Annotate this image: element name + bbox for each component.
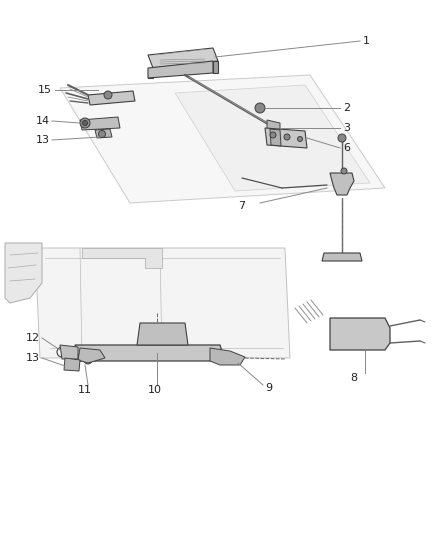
Text: 1: 1 — [363, 36, 370, 46]
Polygon shape — [137, 323, 188, 345]
Circle shape — [339, 327, 351, 339]
Circle shape — [82, 120, 88, 125]
Polygon shape — [148, 68, 153, 78]
Polygon shape — [88, 91, 135, 105]
Text: 11: 11 — [78, 385, 92, 395]
Text: 15: 15 — [38, 85, 52, 95]
Circle shape — [255, 103, 265, 113]
Circle shape — [297, 136, 303, 141]
Polygon shape — [75, 345, 225, 361]
Polygon shape — [330, 318, 390, 350]
Text: 13: 13 — [26, 353, 40, 363]
Text: 7: 7 — [238, 201, 245, 211]
Polygon shape — [265, 128, 307, 148]
Text: 12: 12 — [26, 333, 40, 343]
Polygon shape — [270, 129, 281, 146]
Text: 3: 3 — [343, 123, 350, 133]
Polygon shape — [175, 85, 370, 191]
Circle shape — [69, 362, 75, 368]
Circle shape — [155, 343, 159, 349]
Polygon shape — [148, 48, 218, 68]
Circle shape — [104, 91, 112, 99]
Text: 10: 10 — [148, 385, 162, 395]
Polygon shape — [210, 348, 245, 365]
Polygon shape — [60, 345, 78, 359]
Text: 9: 9 — [265, 383, 272, 393]
Polygon shape — [267, 120, 280, 133]
Circle shape — [99, 131, 106, 138]
Circle shape — [84, 356, 92, 364]
Text: 13: 13 — [36, 135, 50, 145]
Polygon shape — [330, 173, 354, 195]
Circle shape — [341, 168, 347, 174]
Polygon shape — [82, 248, 162, 268]
Polygon shape — [78, 348, 105, 363]
Polygon shape — [64, 358, 80, 371]
Polygon shape — [95, 129, 112, 138]
Polygon shape — [213, 61, 218, 73]
Circle shape — [270, 132, 276, 138]
Circle shape — [227, 353, 237, 362]
Circle shape — [86, 358, 90, 362]
Polygon shape — [60, 75, 385, 203]
Circle shape — [342, 330, 348, 336]
Circle shape — [284, 134, 290, 140]
Circle shape — [152, 341, 162, 351]
Polygon shape — [35, 248, 290, 358]
Text: 14: 14 — [36, 116, 50, 126]
Polygon shape — [80, 117, 120, 130]
Circle shape — [80, 118, 90, 128]
Text: 6: 6 — [343, 143, 350, 153]
Circle shape — [338, 134, 346, 142]
Polygon shape — [322, 253, 362, 261]
Text: 8: 8 — [350, 373, 357, 383]
Circle shape — [366, 330, 374, 338]
Text: 2: 2 — [343, 103, 350, 113]
Polygon shape — [5, 243, 42, 303]
Polygon shape — [148, 61, 213, 78]
